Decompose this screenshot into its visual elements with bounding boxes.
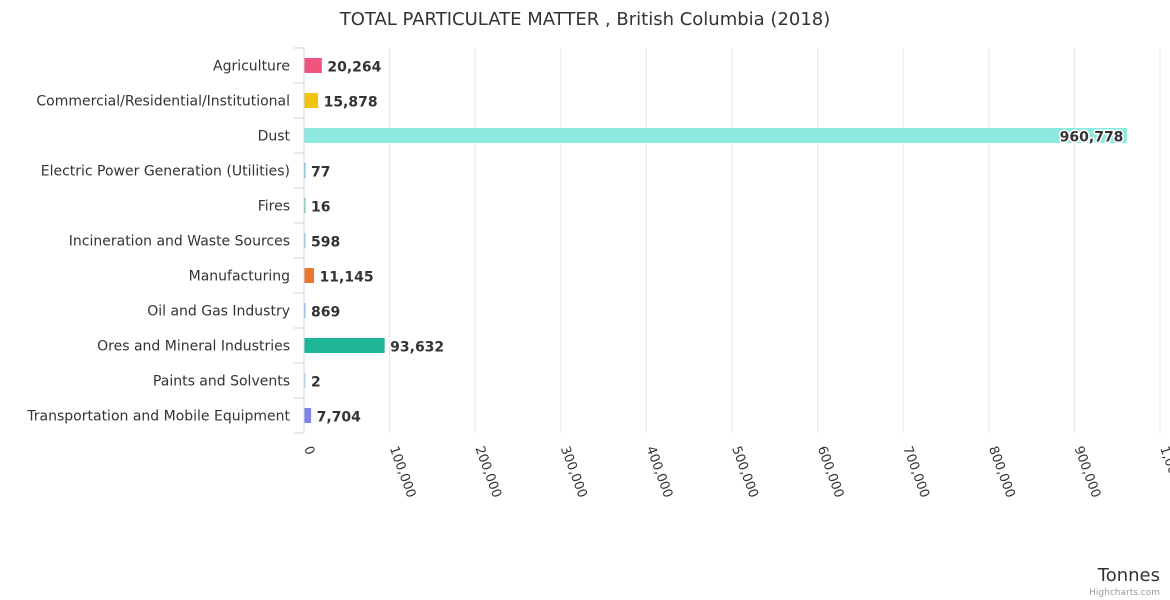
bar[interactable]	[304, 198, 306, 213]
x-tick-label: 600,000	[814, 444, 846, 500]
data-label: 598	[311, 235, 340, 251]
x-tick-label: 0	[300, 444, 317, 457]
data-label: 93,632	[390, 340, 444, 356]
data-label: 11,145	[320, 270, 374, 286]
category-label: Paints and Solvents	[153, 374, 290, 390]
category-label: Manufacturing	[189, 269, 290, 285]
category-label: Commercial/Residential/Institutional	[36, 94, 290, 110]
x-tick-label: 700,000	[899, 444, 931, 500]
x-axis-ticks: 0 100,000 200,000 300,000 400,000 500,000 600,…	[300, 444, 1170, 511]
data-label: 7,704	[317, 410, 362, 426]
data-label: 869	[311, 305, 340, 321]
bar[interactable]	[304, 233, 306, 248]
x-tick-label: 900,000	[1071, 444, 1103, 500]
bar[interactable]	[304, 373, 306, 388]
x-tick-label: 200,000	[471, 444, 503, 500]
x-tick-label: 400,000	[643, 444, 675, 500]
category-labels: Agriculture Commercial/Residential/Instit…	[26, 59, 290, 425]
data-label: 2	[311, 375, 321, 391]
x-tick-label: 800,000	[985, 444, 1017, 500]
data-label: 77	[311, 165, 330, 181]
bars	[304, 58, 1127, 423]
category-label: Agriculture	[213, 59, 290, 75]
bar[interactable]	[304, 93, 319, 108]
bar[interactable]	[304, 58, 322, 73]
bar[interactable]	[304, 408, 312, 423]
x-tick-label: 500,000	[728, 444, 760, 500]
category-label: Oil and Gas Industry	[147, 304, 290, 320]
bar[interactable]	[304, 338, 385, 353]
x-tick-label: 300,000	[557, 444, 589, 500]
category-label: Fires	[258, 199, 290, 215]
category-label: Transportation and Mobile Equipment	[26, 409, 290, 425]
bar[interactable]	[304, 163, 306, 178]
data-labels: 20,264 15,878 960,778 77 16 598 11,145 869 93,63…	[310, 58, 1125, 427]
chart-title: TOTAL PARTICULATE MATTER , British Colum…	[339, 9, 831, 30]
category-label: Electric Power Generation (Utilities)	[41, 164, 290, 180]
bar[interactable]	[304, 268, 315, 283]
data-label: 960,778	[1060, 130, 1124, 146]
x-tick-label: 1,000,000	[1156, 444, 1170, 511]
category-label: Dust	[258, 129, 291, 145]
value-axis-title: Tonnes	[1097, 565, 1160, 586]
data-label: 15,878	[324, 95, 378, 111]
bar[interactable]	[304, 128, 1127, 143]
data-label: 20,264	[327, 60, 381, 76]
bar[interactable]	[304, 303, 306, 318]
grid-lines	[294, 47, 1161, 434]
credits-link[interactable]: Highcharts.com	[1089, 588, 1160, 598]
category-label: Ores and Mineral Industries	[97, 339, 290, 355]
data-label: 16	[311, 200, 330, 216]
x-tick-label: 100,000	[386, 444, 418, 500]
category-label: Incineration and Waste Sources	[69, 234, 290, 250]
